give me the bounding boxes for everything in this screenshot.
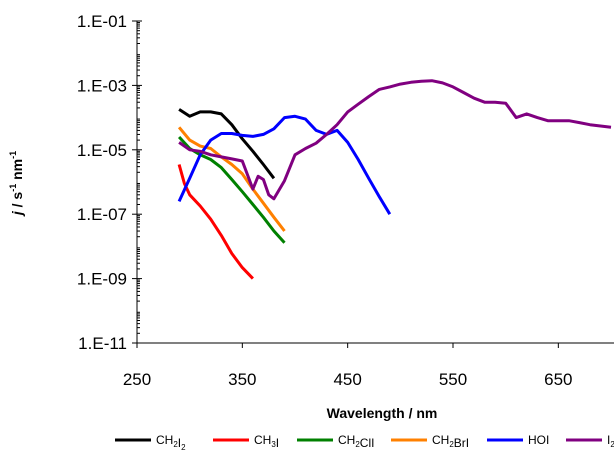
legend-label: CH2I2 bbox=[156, 433, 186, 452]
x-ticks bbox=[136, 343, 559, 348]
y-axis-title: j / s-1 nm-1 bbox=[8, 151, 25, 217]
y-tick-label: 1.E-07 bbox=[77, 205, 127, 224]
legend-label: HOI bbox=[528, 433, 549, 447]
series-line-ch2i2 bbox=[178, 108, 276, 180]
legend-item-ch3i: CH3I bbox=[213, 433, 279, 450]
y-tick-label: 1.E-09 bbox=[77, 270, 127, 289]
legend-item-ch2bri: CH2BrI bbox=[391, 433, 469, 450]
legend-label: I2 bbox=[607, 433, 614, 449]
series-line-ch2cli bbox=[177, 135, 286, 244]
x-tick-labels: 250 350 450 550 650 bbox=[123, 370, 573, 389]
x-tick-label: 450 bbox=[333, 370, 361, 389]
series-line-hoi bbox=[177, 114, 392, 215]
y-axis-title-unit-prefix: / s bbox=[9, 192, 25, 212]
y-axis: 1.E-11 1.E-09 1.E-07 1.E-05 1.E-03 1.E-01 bbox=[77, 12, 142, 353]
x-tick-label: 350 bbox=[228, 370, 256, 389]
legend-item-hoi: HOI bbox=[487, 433, 549, 447]
y-tick-label: 1.E-11 bbox=[78, 334, 127, 353]
y-tick-label: 1.E-05 bbox=[77, 141, 127, 160]
legend-item-i2: I2 bbox=[566, 433, 614, 449]
x-tick-label: 250 bbox=[123, 370, 151, 389]
y-axis-title-unit-mid: nm bbox=[9, 159, 25, 184]
y-ticks bbox=[132, 20, 142, 344]
y-tick-labels: 1.E-11 1.E-09 1.E-07 1.E-05 1.E-03 1.E-01 bbox=[77, 12, 127, 353]
y-tick-label: 1.E-01 bbox=[77, 12, 127, 31]
legend-item-ch2i2: CH2I2 bbox=[115, 433, 186, 452]
series-line-i2 bbox=[178, 79, 612, 201]
x-axis: 250 350 450 550 650 bbox=[123, 342, 614, 389]
x-tick-label: 550 bbox=[439, 370, 467, 389]
y-axis-title-symbol: j bbox=[9, 210, 25, 217]
legend-label: CH3I bbox=[254, 433, 279, 450]
series-line-ch2bri bbox=[177, 126, 286, 232]
y-axis-title-sup1: -1 bbox=[8, 184, 18, 192]
legend-label: CH2BrI bbox=[432, 433, 469, 450]
y-tick-label: 1.E-03 bbox=[77, 76, 127, 95]
series-group bbox=[177, 79, 612, 280]
legend-item-ch2cli: CH2ClI bbox=[297, 433, 374, 450]
legend-label: CH2ClI bbox=[338, 433, 374, 450]
legend: CH2I2 CH3I CH2ClI CH2BrI HOI I2 bbox=[115, 433, 614, 452]
y-axis-title-sup2: -1 bbox=[8, 151, 18, 159]
series-line-ch3i bbox=[177, 164, 254, 280]
x-axis-title: Wavelength / nm bbox=[327, 405, 438, 421]
x-tick-label: 650 bbox=[544, 370, 572, 389]
